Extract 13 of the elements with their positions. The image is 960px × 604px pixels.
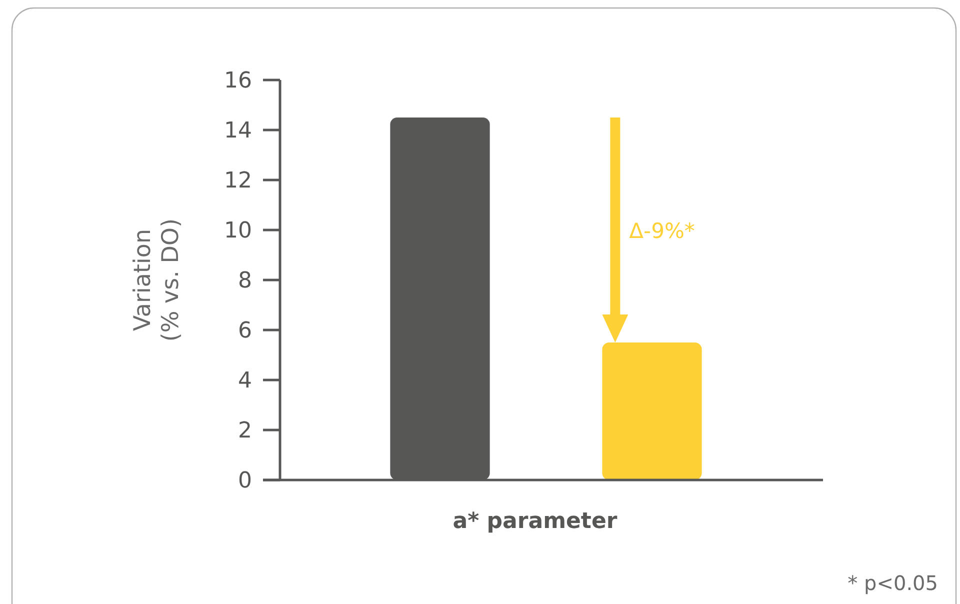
y-tick-label: 14: [224, 118, 252, 144]
y-tick-label: 16: [224, 68, 252, 94]
text: * p<0.05: [848, 571, 938, 595]
y-axis-title: Variation (% vs. DO): [130, 218, 184, 342]
y-tick-label: 0: [238, 468, 252, 494]
annotation: Δ-9%*: [629, 219, 695, 243]
y-tick-label: 12: [224, 168, 252, 194]
y-tick-label: 6: [238, 318, 252, 344]
y-tick-label: 8: [238, 268, 252, 294]
y-tick-label: 10: [224, 218, 252, 244]
y-tick-label: 2: [238, 418, 252, 444]
y-tick-label: 4: [238, 368, 252, 394]
x-axis-title: a* parameter: [452, 509, 618, 534]
